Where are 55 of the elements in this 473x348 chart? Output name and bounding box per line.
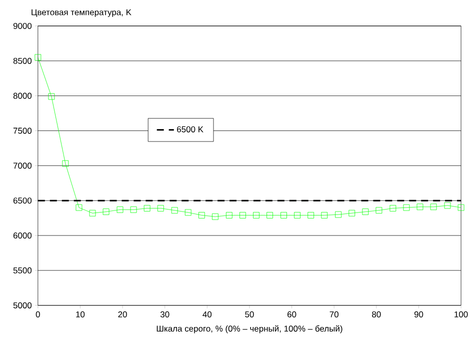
y-tick-label: 7500 (13, 128, 32, 134)
y-tick-label: 5500 (13, 267, 32, 274)
x-tick-label: 80 (372, 311, 381, 318)
y-tick-label: 8000 (13, 92, 32, 99)
point (403, 204, 410, 211)
point (62, 160, 69, 167)
point (184, 209, 192, 216)
point (89, 210, 96, 216)
point (335, 211, 342, 218)
point (266, 212, 273, 218)
point (362, 208, 369, 215)
point (198, 212, 205, 218)
y-tick-label: 6500 (13, 197, 32, 204)
point (321, 212, 328, 218)
point (171, 207, 178, 214)
x-tick-label: 90 (414, 311, 424, 318)
x-tick-label: 20 (118, 311, 127, 318)
point (444, 202, 451, 209)
y-axis-title: Цветовая температура, K (32, 9, 132, 17)
x-tick-label: 70 (330, 311, 338, 318)
point (130, 206, 137, 213)
legend-label: 6500 K (177, 126, 204, 132)
point (430, 204, 437, 210)
x-tick-label: 30 (160, 311, 170, 318)
y-tick-label: 7000 (13, 162, 32, 169)
point (280, 212, 287, 218)
point (390, 204, 396, 212)
point (226, 212, 232, 218)
y-tick-label: 6000 (13, 232, 32, 238)
point (240, 212, 246, 218)
point (34, 54, 42, 60)
point (416, 204, 424, 210)
point (308, 212, 314, 218)
x-axis-title: Шкала серого, % (0% – черный, 100% – белый) (156, 325, 342, 334)
point (102, 208, 110, 215)
x-tick-label: 100 (454, 311, 468, 318)
point (76, 204, 82, 211)
point (48, 93, 55, 100)
x-tick-label: 50 (245, 311, 254, 318)
y-tick-label: 8500 (13, 58, 32, 64)
point (458, 204, 464, 211)
x-tick-label: 60 (288, 311, 296, 318)
x-tick-label: 0 (36, 311, 40, 318)
point (253, 212, 260, 218)
point (212, 213, 218, 220)
point (348, 210, 356, 216)
point (157, 204, 164, 212)
point (116, 206, 124, 213)
y-tick-label: 5000 (13, 302, 32, 308)
x-tick-label: 10 (76, 311, 85, 318)
y-tick-label: 9000 (13, 22, 32, 29)
point (144, 204, 150, 212)
point (294, 212, 300, 218)
point (376, 207, 382, 214)
x-tick-label: 40 (202, 311, 212, 318)
